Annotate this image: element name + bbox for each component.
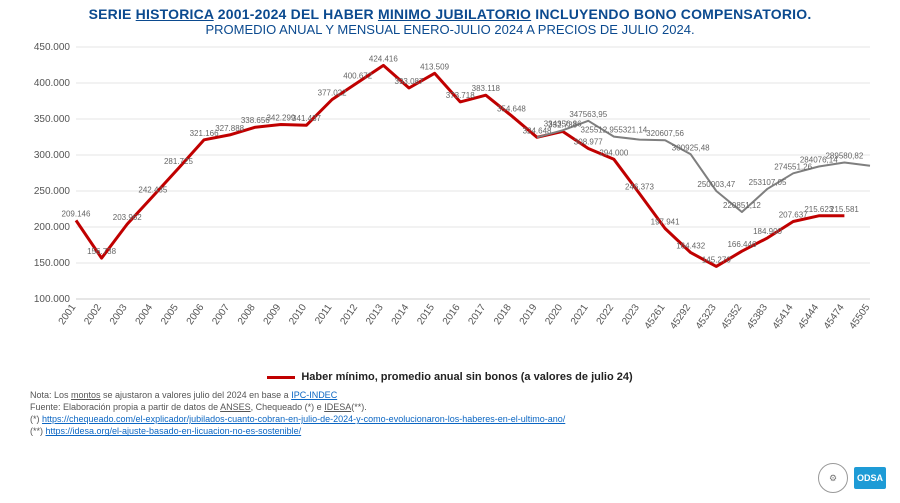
svg-text:300.000: 300.000 xyxy=(34,150,71,161)
svg-text:350.000: 350.000 xyxy=(34,114,71,125)
svg-text:156.738: 156.738 xyxy=(87,247,116,256)
svg-text:281.725: 281.725 xyxy=(164,157,193,166)
svg-text:150.000: 150.000 xyxy=(34,258,71,269)
legend-swatch xyxy=(267,376,295,379)
svg-text:341.437: 341.437 xyxy=(292,114,321,123)
svg-text:2005: 2005 xyxy=(159,302,181,327)
legend: Haber mínimo, promedio anual sin bonos (… xyxy=(0,369,900,383)
svg-text:289580,82: 289580,82 xyxy=(825,152,863,161)
link-ipc[interactable]: IPC-INDEC xyxy=(291,390,337,400)
link-chequeado[interactable]: https://chequeado.com/el-explicador/jubi… xyxy=(42,414,565,424)
svg-text:45383: 45383 xyxy=(745,302,770,331)
svg-text:2001: 2001 xyxy=(57,302,79,327)
badges: ⚙ ODSA xyxy=(818,463,886,493)
svg-text:209.146: 209.146 xyxy=(62,209,91,218)
svg-text:413.509: 413.509 xyxy=(420,62,449,71)
logo-circle-icon: ⚙ xyxy=(818,463,848,493)
svg-text:400.672: 400.672 xyxy=(343,72,372,81)
svg-text:166.446: 166.446 xyxy=(727,240,756,249)
svg-text:45474: 45474 xyxy=(822,302,847,331)
svg-text:2015: 2015 xyxy=(415,302,437,327)
svg-text:215.581: 215.581 xyxy=(830,205,859,214)
svg-text:2011: 2011 xyxy=(313,302,335,326)
svg-text:300925,48: 300925,48 xyxy=(672,143,710,152)
legend-label: Haber mínimo, promedio anual sin bonos (… xyxy=(301,371,632,383)
svg-text:2007: 2007 xyxy=(210,302,232,327)
svg-text:347563,95: 347563,95 xyxy=(569,110,607,119)
svg-text:197.941: 197.941 xyxy=(651,217,680,226)
footnotes: Nota: Los montos se ajustaron a valores … xyxy=(0,383,900,438)
svg-text:2008: 2008 xyxy=(236,302,258,327)
svg-text:2003: 2003 xyxy=(108,302,130,327)
svg-text:100.000: 100.000 xyxy=(34,294,71,305)
svg-text:2013: 2013 xyxy=(364,302,386,327)
svg-text:2010: 2010 xyxy=(287,302,309,327)
svg-text:2020: 2020 xyxy=(543,302,565,327)
svg-text:308.977: 308.977 xyxy=(574,138,603,147)
svg-text:200.000: 200.000 xyxy=(34,222,71,233)
svg-text:253107,05: 253107,05 xyxy=(749,178,787,187)
svg-text:383.118: 383.118 xyxy=(472,84,501,93)
svg-text:164.432: 164.432 xyxy=(676,242,705,251)
svg-text:45444: 45444 xyxy=(796,302,821,331)
svg-text:334356,86: 334356,86 xyxy=(544,119,582,128)
chart-subtitle: PROMEDIO ANUAL Y MENSUAL ENERO-JULIO 202… xyxy=(0,22,900,39)
logo-odsa: ODSA xyxy=(854,467,886,489)
svg-text:242.435: 242.435 xyxy=(138,185,167,194)
svg-text:2009: 2009 xyxy=(262,302,284,327)
svg-text:2017: 2017 xyxy=(466,302,488,327)
svg-text:250.000: 250.000 xyxy=(34,186,71,197)
svg-text:250003,47: 250003,47 xyxy=(697,180,735,189)
svg-text:246.373: 246.373 xyxy=(625,183,654,192)
svg-text:145.270: 145.270 xyxy=(702,255,731,264)
svg-text:393.087: 393.087 xyxy=(395,77,424,86)
svg-text:2022: 2022 xyxy=(595,302,617,327)
svg-text:2018: 2018 xyxy=(492,302,514,327)
svg-text:354.648: 354.648 xyxy=(497,105,526,114)
svg-text:400.000: 400.000 xyxy=(34,78,71,89)
svg-text:2014: 2014 xyxy=(390,302,412,327)
svg-text:2019: 2019 xyxy=(518,302,540,327)
svg-text:2021: 2021 xyxy=(569,302,591,327)
svg-text:2004: 2004 xyxy=(134,302,156,327)
svg-text:450.000: 450.000 xyxy=(34,42,71,53)
svg-text:2012: 2012 xyxy=(338,302,360,327)
svg-text:377.022: 377.022 xyxy=(318,89,347,98)
svg-text:2023: 2023 xyxy=(620,302,642,327)
svg-text:220851,12: 220851,12 xyxy=(723,201,761,210)
svg-text:45261: 45261 xyxy=(643,302,668,331)
svg-text:2006: 2006 xyxy=(185,302,207,327)
chart-title: SERIE HISTORICA 2001-2024 DEL HABER MINI… xyxy=(0,0,900,22)
svg-text:2016: 2016 xyxy=(441,302,463,327)
svg-text:45352: 45352 xyxy=(719,302,744,331)
svg-text:424.416: 424.416 xyxy=(369,54,398,63)
svg-text:45505: 45505 xyxy=(847,302,872,331)
link-idesa[interactable]: https://idesa.org/el-ajuste-basado-en-li… xyxy=(46,426,302,436)
svg-text:325512,955321,14: 325512,955321,14 xyxy=(581,126,648,135)
svg-text:294.000: 294.000 xyxy=(599,148,628,157)
svg-text:2002: 2002 xyxy=(82,302,104,327)
svg-text:45323: 45323 xyxy=(694,302,719,331)
svg-text:45292: 45292 xyxy=(668,302,693,331)
svg-text:45414: 45414 xyxy=(771,302,796,331)
chart-area: 100.000 150.000 200.000 250.000 300.000 350.0… xyxy=(20,39,880,369)
svg-text:320607,56: 320607,56 xyxy=(646,129,684,138)
svg-text:184.900: 184.900 xyxy=(753,227,782,236)
svg-text:327.888: 327.888 xyxy=(215,124,244,133)
svg-text:203.962: 203.962 xyxy=(113,213,142,222)
